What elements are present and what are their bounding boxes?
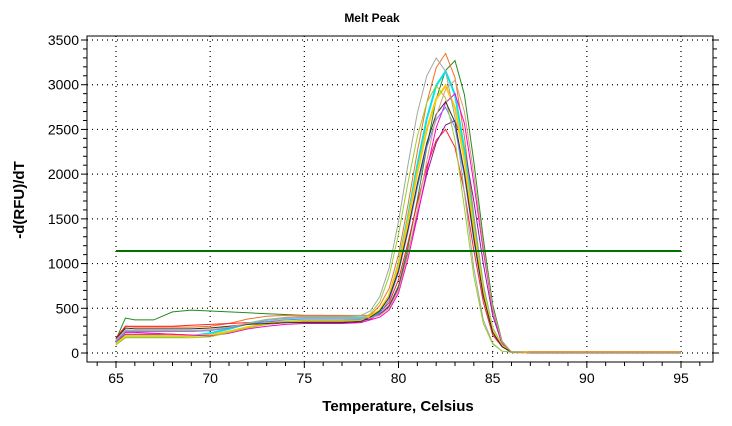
- y-tick-label: 1000: [48, 256, 79, 272]
- x-tick-label: 70: [202, 370, 218, 386]
- y-tick-label: 3500: [48, 32, 79, 48]
- melt-curve-11: [115, 100, 681, 354]
- x-axis-label: Temperature, Celsius: [322, 398, 473, 415]
- melt-curve-3: [115, 128, 681, 353]
- y-tick-label: 500: [56, 300, 80, 316]
- x-tick-label: 75: [297, 370, 313, 386]
- melt-curve-9: [115, 106, 681, 354]
- x-tick-label: 80: [391, 370, 407, 386]
- melt-curve-2: [115, 52, 681, 353]
- melt-curve-7: [115, 92, 681, 354]
- y-tick-label: 3000: [48, 77, 79, 93]
- axis-ticks: 65 70 75 80 85 90 95 0 500 1000 1500 2000 2500 3000 35…: [48, 32, 719, 386]
- x-tick-label: 65: [108, 370, 124, 386]
- y-tick-label: 0: [71, 345, 79, 361]
- x-tick-label: 85: [485, 370, 501, 386]
- chart-title: Melt Peak: [344, 11, 400, 25]
- plot-frame: [86, 35, 714, 363]
- melt-curve-8: [115, 56, 681, 354]
- y-tick-label: 1500: [48, 211, 79, 227]
- melt-curve-12: [115, 79, 681, 354]
- grid: [87, 36, 713, 362]
- melt-curve-10: [115, 84, 681, 354]
- x-tick-label: 95: [673, 370, 689, 386]
- plot-area: [115, 52, 681, 354]
- y-tick-label: 2500: [48, 121, 79, 137]
- y-tick-label: 2000: [48, 166, 79, 182]
- x-tick-label: 90: [579, 370, 595, 386]
- y-axis-label: -d(RFU)/dT: [11, 161, 28, 238]
